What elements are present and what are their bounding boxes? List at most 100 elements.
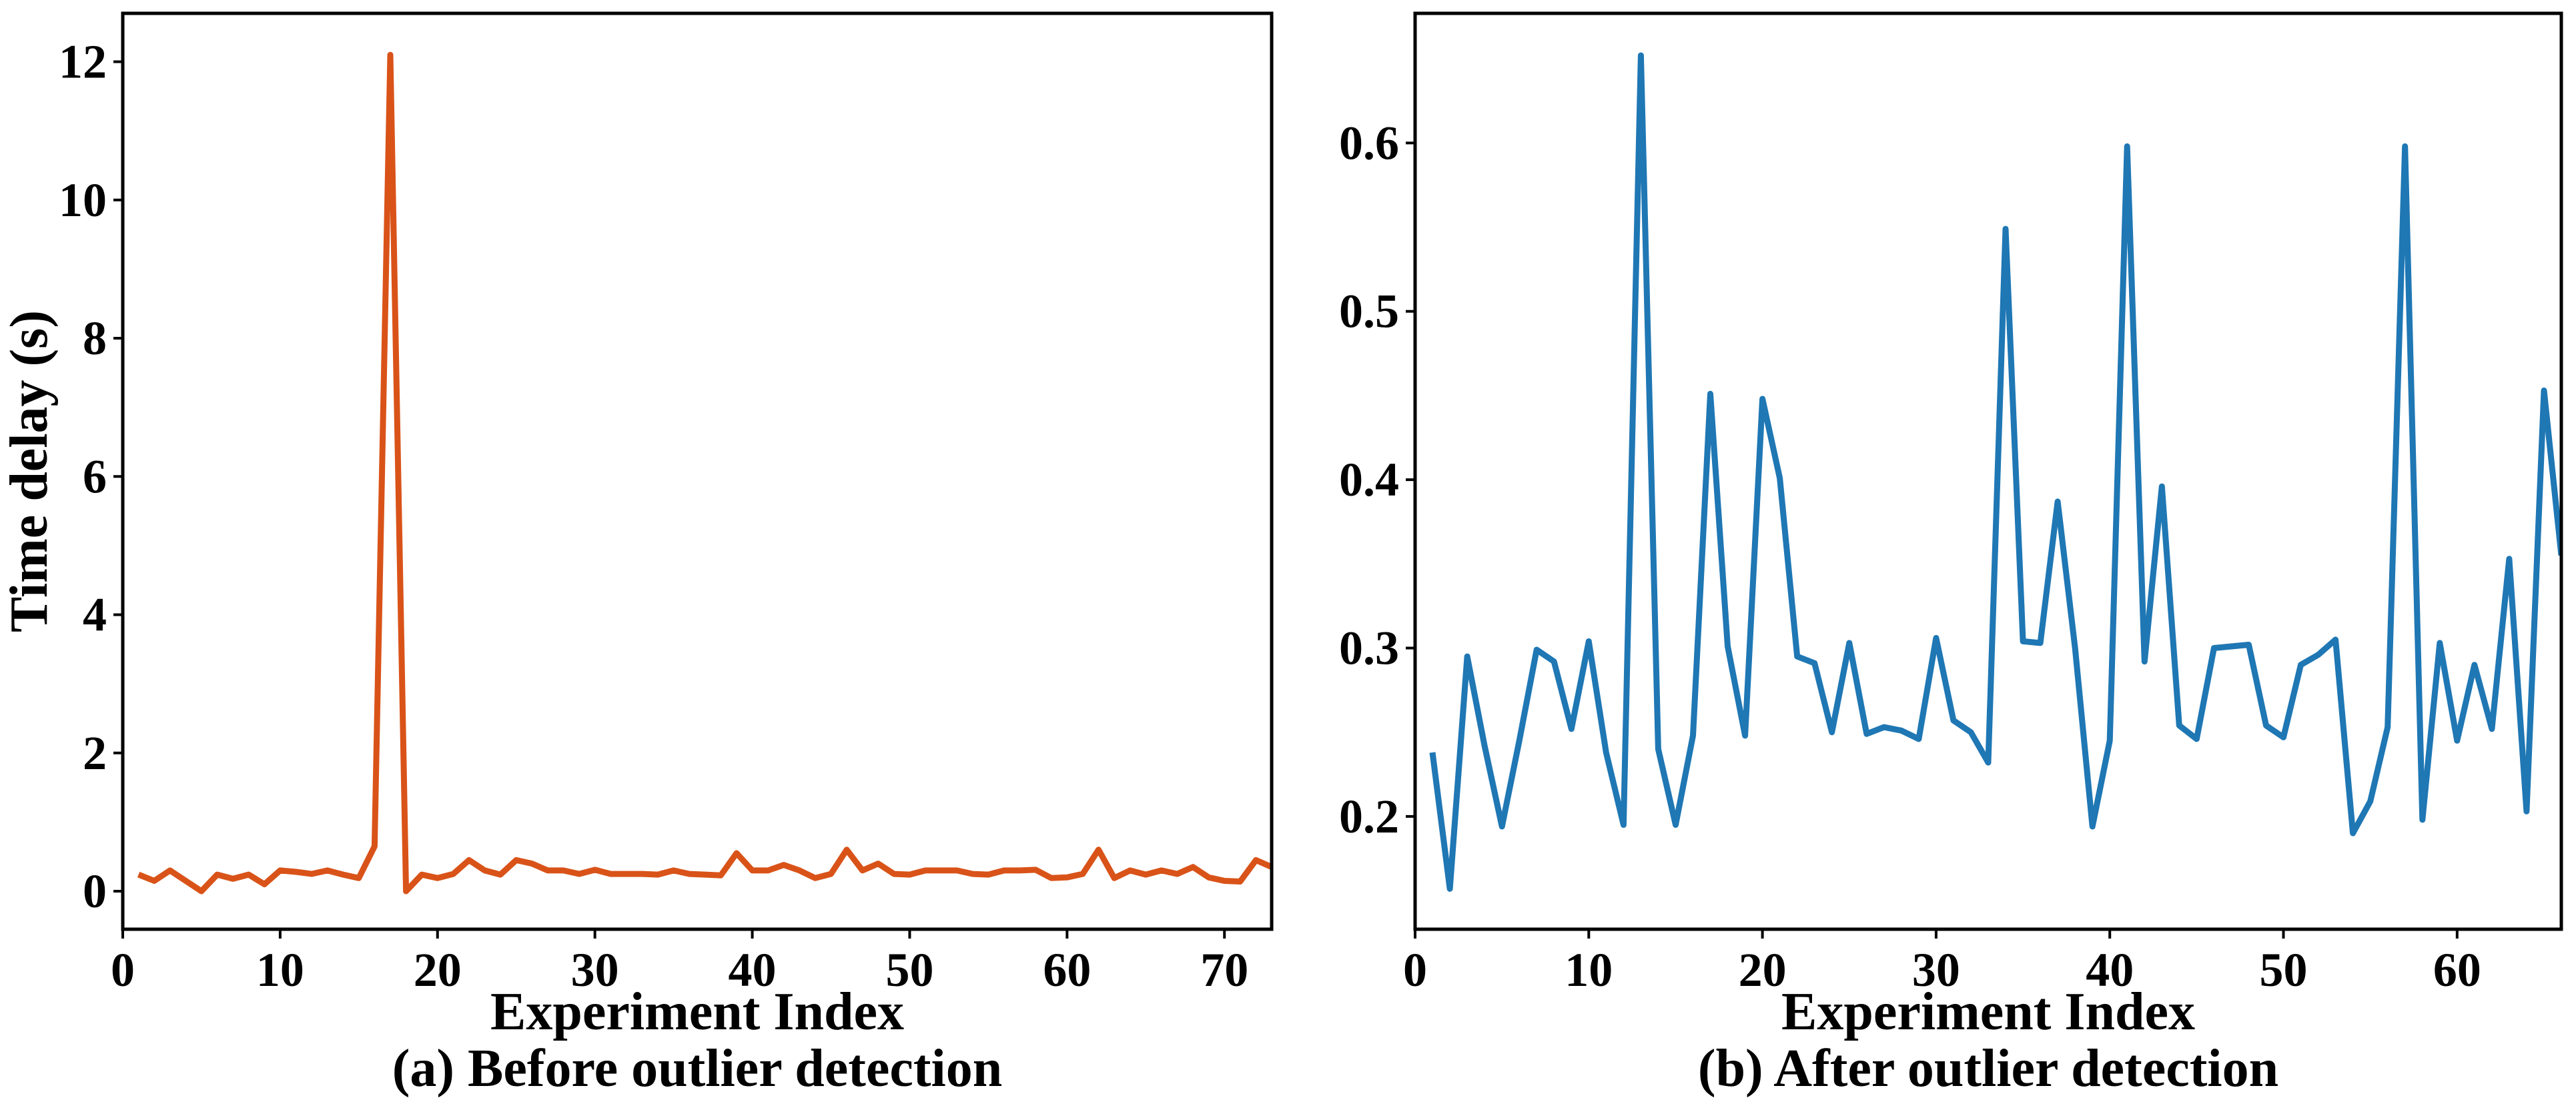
data-point xyxy=(2298,662,2304,668)
data-point xyxy=(261,881,268,888)
x-tick-label: 0 xyxy=(1403,943,1427,997)
data-point xyxy=(1032,867,1039,873)
data-point xyxy=(1498,823,1505,830)
data-point xyxy=(544,867,551,874)
data-point xyxy=(1794,653,1801,660)
data-point xyxy=(2523,808,2530,814)
data-point xyxy=(671,867,677,874)
data-point xyxy=(182,878,189,885)
data-point xyxy=(2089,823,2096,830)
x-axis-label: Experiment Index xyxy=(490,983,904,1041)
data-point xyxy=(2280,734,2287,740)
y-tick-label: 8 xyxy=(83,312,107,365)
data-point xyxy=(293,869,300,875)
data-point xyxy=(2385,724,2391,730)
data-point xyxy=(1533,646,1540,653)
data-point xyxy=(875,861,881,867)
y-tick-label: 0.5 xyxy=(1339,285,1399,338)
data-point xyxy=(513,857,520,863)
data-point xyxy=(466,857,472,863)
data-point xyxy=(1846,640,1853,646)
data-point xyxy=(308,871,315,877)
data-point xyxy=(387,51,394,58)
data-point xyxy=(843,847,850,853)
data-point xyxy=(1759,396,1766,402)
data-point xyxy=(2454,737,2461,744)
data-point xyxy=(1446,885,1453,892)
data-point xyxy=(985,871,991,878)
data-point xyxy=(623,871,630,877)
x-tick-label: 20 xyxy=(414,943,462,997)
data-point xyxy=(2315,652,2322,658)
data-point xyxy=(2210,645,2217,652)
data-point xyxy=(246,871,252,878)
data-point xyxy=(1829,729,1835,736)
data-point xyxy=(198,888,205,895)
data-point xyxy=(969,871,976,877)
data-point xyxy=(1915,736,1922,742)
data-point xyxy=(765,867,771,874)
data-point xyxy=(167,867,173,874)
data-point xyxy=(2158,483,2165,490)
data-point xyxy=(607,871,614,877)
data-point xyxy=(702,871,709,878)
y-tick-label: 2 xyxy=(83,726,107,780)
x-axis-label: Experiment Index xyxy=(1781,983,2195,1041)
x-tick-label: 50 xyxy=(885,943,933,997)
y-tick-label: 4 xyxy=(83,588,107,642)
data-point xyxy=(1603,749,1609,756)
data-point xyxy=(1568,726,1575,732)
plot-frame xyxy=(121,11,1274,931)
data-point xyxy=(1464,653,1470,660)
x-tick-label: 50 xyxy=(2260,943,2308,997)
data-point xyxy=(1190,864,1196,871)
data-point xyxy=(1742,732,1749,739)
data-point xyxy=(891,871,897,877)
data-point xyxy=(434,875,441,881)
data-point xyxy=(277,867,284,874)
series-line xyxy=(137,51,1272,895)
data-point xyxy=(1174,871,1181,877)
series-line xyxy=(1429,52,2561,892)
x-tick-label: 10 xyxy=(1565,943,1613,997)
panel-caption: (b) After outlier detection xyxy=(1698,1039,2278,1098)
data-point xyxy=(812,875,819,881)
data-point xyxy=(733,850,740,857)
data-point xyxy=(749,867,756,874)
data-point xyxy=(2002,225,2009,232)
data-point xyxy=(686,871,693,877)
data-point xyxy=(2402,143,2409,149)
x-tick-label: 0 xyxy=(111,943,135,997)
data-point xyxy=(938,867,945,874)
data-point xyxy=(2054,498,2061,505)
data-point xyxy=(592,867,598,873)
data-point xyxy=(1048,875,1055,881)
x-tick-label: 70 xyxy=(1200,943,1248,997)
data-point xyxy=(2176,722,2182,729)
data-point xyxy=(1142,871,1149,878)
data-point xyxy=(340,871,346,878)
panel-caption: (a) Before outlier detection xyxy=(392,1039,1003,1098)
data-point xyxy=(482,867,488,874)
panel-a: 0 10 20 30 40 50 60 70 0 2 4 6 8 10 12 Experiment Index… xyxy=(0,11,1274,1098)
data-point xyxy=(828,871,835,877)
data-point xyxy=(1811,660,1818,666)
data-point xyxy=(560,867,567,874)
data-point xyxy=(796,867,803,874)
data-point xyxy=(2489,726,2495,732)
y-tick-label: 0.4 xyxy=(1339,453,1399,506)
data-point xyxy=(1237,879,1244,885)
y-tick-label: 12 xyxy=(59,35,107,89)
data-point xyxy=(1551,658,1557,665)
data-point xyxy=(2037,640,2044,646)
data-point xyxy=(1001,867,1007,874)
data-point xyxy=(1429,749,1436,756)
data-point xyxy=(1080,871,1086,877)
data-point xyxy=(1985,759,1992,766)
data-point xyxy=(403,888,410,895)
data-point xyxy=(2419,816,2426,823)
data-point xyxy=(1725,643,1731,650)
data-point xyxy=(781,862,787,869)
data-point xyxy=(2471,662,2478,668)
